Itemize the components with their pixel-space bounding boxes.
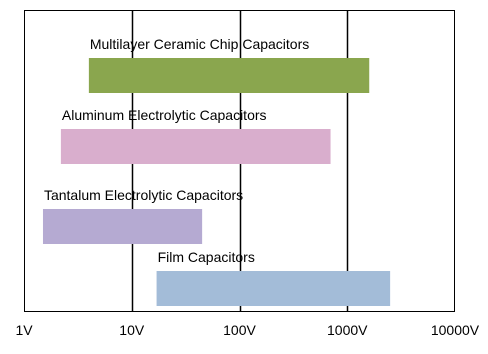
bar-label: Film Capacitors <box>158 249 255 265</box>
range-bar <box>88 58 370 93</box>
range-bar <box>60 129 331 164</box>
bar-labels: Multilayer Ceramic Chip Capacitors Alumin… <box>44 36 309 265</box>
x-tick-label: 100V <box>223 322 256 338</box>
x-tick-label: 1000V <box>327 322 368 338</box>
x-tick-label: 10V <box>119 322 145 338</box>
bar-label: Multilayer Ceramic Chip Capacitors <box>90 36 309 52</box>
range-bars <box>42 58 391 306</box>
bar-label: Tantalum Electrolytic Capacitors <box>44 187 243 203</box>
bar-label: Aluminum Electrolytic Capacitors <box>62 107 267 123</box>
plot-frame <box>24 10 455 312</box>
x-tick-label: 10000V <box>431 322 480 338</box>
x-tick-label: 1V <box>15 322 33 338</box>
range-bar <box>42 209 203 244</box>
range-bar <box>156 271 391 306</box>
x-axis-tick-labels: 1V 10V 100V 1000V 10000V <box>15 322 479 338</box>
